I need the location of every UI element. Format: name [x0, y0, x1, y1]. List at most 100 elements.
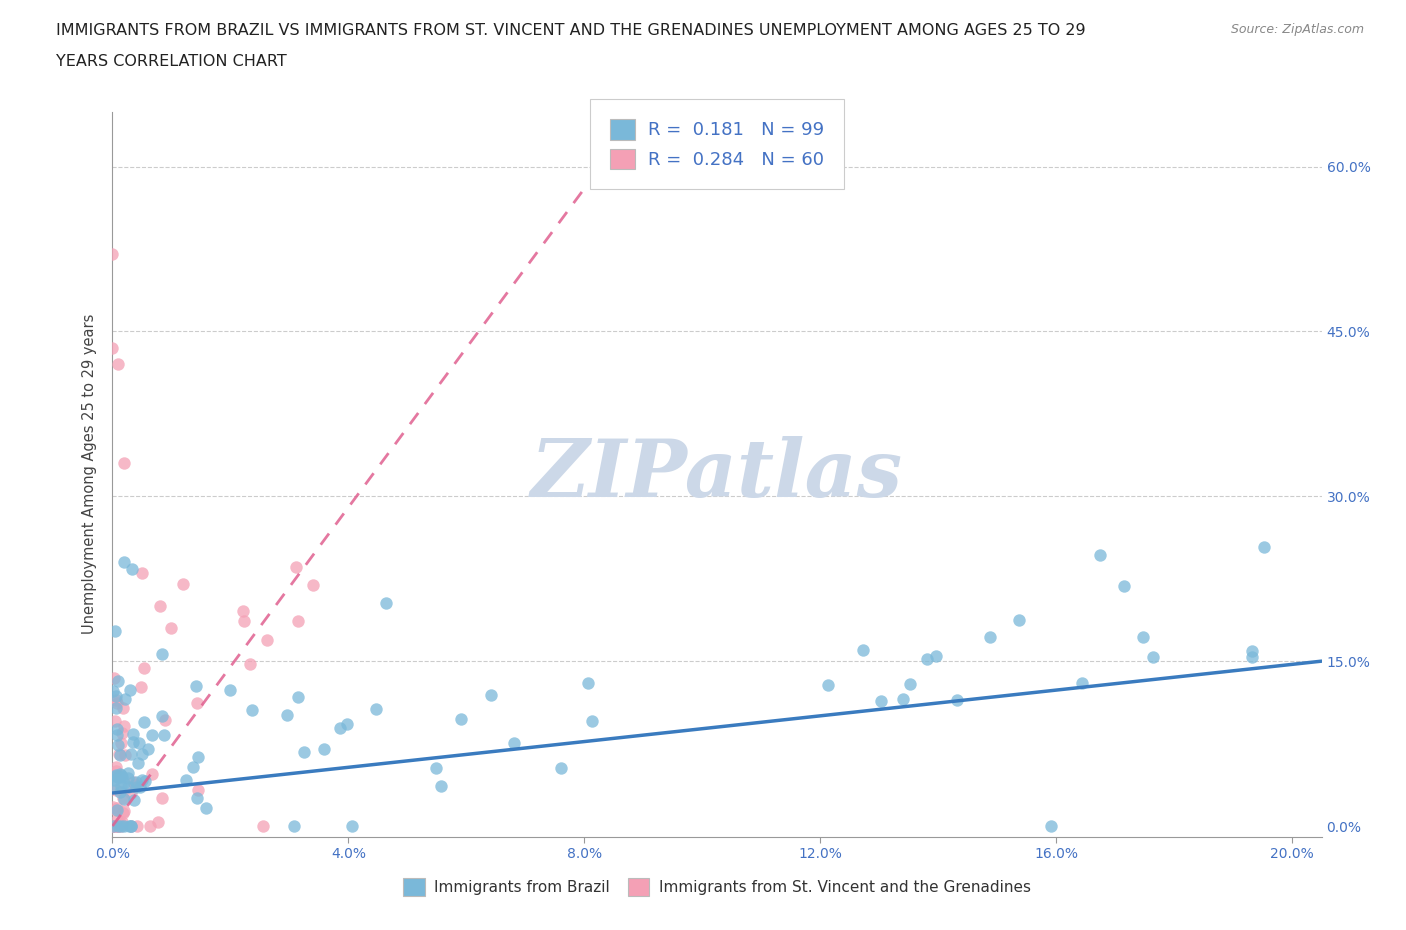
- Point: [112, 818, 135, 833]
- Point: [283, 818, 305, 833]
- Point: [125, 775, 148, 790]
- Point: [107, 673, 129, 688]
- Point: [121, 775, 143, 790]
- Point: [131, 772, 153, 787]
- Point: [121, 726, 143, 741]
- Point: [150, 790, 173, 805]
- Point: [131, 747, 153, 762]
- Point: [105, 759, 128, 774]
- Point: [141, 766, 163, 781]
- Point: [287, 614, 309, 629]
- Point: [852, 643, 875, 658]
- Point: [101, 340, 124, 355]
- Point: [108, 767, 131, 782]
- Point: [121, 735, 143, 750]
- Point: [110, 778, 132, 793]
- Point: [127, 756, 149, 771]
- Point: [240, 703, 263, 718]
- Point: [174, 772, 197, 787]
- Point: [112, 456, 135, 471]
- Point: [891, 691, 914, 706]
- Text: YEARS CORRELATION CHART: YEARS CORRELATION CHART: [56, 54, 287, 69]
- Point: [110, 767, 132, 782]
- Point: [101, 800, 124, 815]
- Point: [128, 736, 150, 751]
- Point: [114, 554, 136, 569]
- Point: [576, 676, 599, 691]
- Point: [284, 559, 307, 574]
- Point: [139, 818, 162, 833]
- Point: [105, 803, 128, 817]
- Point: [111, 725, 134, 740]
- Point: [112, 718, 135, 733]
- Point: [120, 747, 142, 762]
- Point: [103, 671, 125, 685]
- Point: [117, 780, 139, 795]
- Point: [979, 630, 1001, 644]
- Point: [302, 578, 325, 592]
- Point: [450, 712, 472, 727]
- Point: [107, 770, 129, 785]
- Point: [125, 818, 148, 833]
- Point: [1240, 650, 1263, 665]
- Point: [118, 818, 141, 833]
- Point: [1088, 547, 1111, 562]
- Point: [103, 818, 125, 833]
- Point: [104, 624, 127, 639]
- Point: [550, 761, 572, 776]
- Point: [104, 764, 127, 778]
- Point: [239, 657, 262, 671]
- Point: [111, 815, 134, 830]
- Point: [101, 778, 124, 793]
- Point: [105, 728, 128, 743]
- Point: [111, 770, 134, 785]
- Point: [1132, 630, 1154, 644]
- Point: [108, 748, 131, 763]
- Point: [105, 782, 128, 797]
- Point: [120, 818, 142, 833]
- Point: [366, 701, 388, 716]
- Point: [1240, 644, 1263, 658]
- Point: [114, 747, 136, 762]
- Point: [150, 646, 173, 661]
- Point: [581, 713, 603, 728]
- Point: [104, 713, 127, 728]
- Point: [108, 747, 131, 762]
- Point: [107, 818, 129, 833]
- Point: [104, 768, 127, 783]
- Point: [1040, 818, 1063, 833]
- Point: [150, 709, 173, 724]
- Point: [219, 683, 242, 698]
- Point: [107, 357, 129, 372]
- Point: [136, 741, 159, 756]
- Point: [252, 818, 274, 833]
- Point: [104, 700, 127, 715]
- Point: [105, 768, 128, 783]
- Point: [105, 696, 128, 711]
- Point: [336, 716, 359, 731]
- Point: [120, 818, 142, 833]
- Point: [149, 599, 172, 614]
- Text: ZIPatlas: ZIPatlas: [531, 435, 903, 513]
- Point: [186, 790, 208, 805]
- Point: [1253, 539, 1275, 554]
- Point: [160, 620, 183, 635]
- Point: [105, 818, 128, 833]
- Text: Source: ZipAtlas.com: Source: ZipAtlas.com: [1230, 23, 1364, 36]
- Point: [103, 818, 125, 833]
- Point: [118, 683, 141, 698]
- Point: [128, 780, 150, 795]
- Point: [1114, 578, 1136, 593]
- Point: [105, 801, 128, 816]
- Point: [101, 684, 124, 698]
- Point: [340, 818, 363, 833]
- Point: [103, 818, 125, 833]
- Point: [925, 648, 948, 663]
- Point: [101, 818, 124, 833]
- Point: [152, 727, 174, 742]
- Point: [134, 715, 156, 730]
- Point: [111, 700, 134, 715]
- Point: [107, 818, 129, 833]
- Point: [946, 693, 969, 708]
- Point: [817, 677, 839, 692]
